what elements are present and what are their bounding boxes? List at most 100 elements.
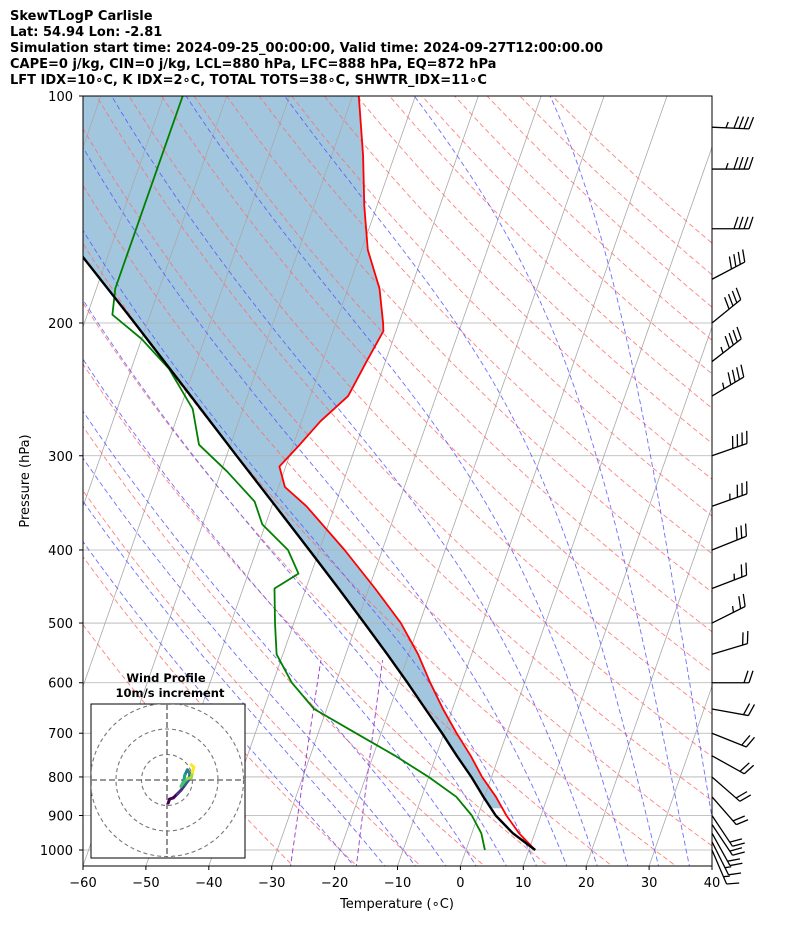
dry-adiabat xyxy=(519,96,712,276)
dry-adiabat xyxy=(356,96,712,444)
moist-adiabat xyxy=(83,410,447,866)
x-tick-label: −10 xyxy=(384,876,411,891)
dry-adiabat xyxy=(454,96,712,341)
cape-shading xyxy=(83,96,503,809)
moist-adiabat xyxy=(111,96,598,866)
wind-barb xyxy=(711,849,740,885)
dry-adiabat xyxy=(83,184,712,847)
x-tick-label: −40 xyxy=(195,876,222,891)
x-tick-label: 30 xyxy=(641,876,658,891)
moist-adiabat xyxy=(83,298,507,866)
dry-adiabat xyxy=(291,96,712,517)
hodograph-subtitle: 10m/s increment xyxy=(116,686,225,700)
hodograph-segment xyxy=(189,763,196,769)
wind-barb xyxy=(711,481,748,507)
dry-adiabat xyxy=(323,96,712,480)
y-tick-label: 200 xyxy=(48,317,73,332)
wind-barb xyxy=(711,703,756,717)
dry-adiabat xyxy=(551,96,712,244)
dry-adiabat xyxy=(83,127,712,802)
time-label: Simulation start time: 2024-09-25_00:00:… xyxy=(10,41,603,56)
wind-barb xyxy=(712,216,754,230)
wind-barb xyxy=(711,815,745,847)
wind-barb xyxy=(711,562,748,590)
moist-adiabat xyxy=(83,358,477,866)
dry-adiabat xyxy=(83,425,486,866)
y-tick-label: 300 xyxy=(48,450,73,465)
y-tick-label: 1000 xyxy=(40,844,73,859)
x-tick-label: −50 xyxy=(132,876,159,891)
wind-barb xyxy=(711,755,755,775)
dry-adiabat xyxy=(96,96,712,758)
wind-barb xyxy=(711,732,756,748)
moist-adiabat xyxy=(549,96,712,821)
dry-adiabat xyxy=(193,96,712,633)
isotherm-line xyxy=(648,685,712,866)
x-tick-label: 10 xyxy=(515,876,532,891)
isotherm-line xyxy=(208,96,479,866)
x-tick-label: −60 xyxy=(69,876,96,891)
y-tick-label: 800 xyxy=(48,771,73,786)
wind-barb xyxy=(711,430,748,457)
wind-barb xyxy=(711,287,742,324)
x-tick-label: −30 xyxy=(258,876,285,891)
y-axis-label: Pressure (hPa) xyxy=(18,434,33,527)
isotherm-line xyxy=(522,325,712,866)
isotherm-line xyxy=(83,96,228,508)
wind-barb xyxy=(711,630,749,655)
wind-barb xyxy=(711,326,742,363)
wind-barb xyxy=(711,776,752,802)
x-tick-label: 0 xyxy=(456,876,464,891)
x-tick-label: 20 xyxy=(578,876,595,891)
isotherm-line xyxy=(271,96,542,866)
moist-adiabat xyxy=(83,457,416,866)
wind-barb xyxy=(712,156,754,170)
y-tick-label: 700 xyxy=(48,727,73,742)
isotherm-line xyxy=(83,96,290,688)
isotherm-line xyxy=(711,864,712,866)
y-tick-label: 400 xyxy=(48,544,73,559)
dry-adiabat xyxy=(83,302,613,866)
isotherm-line xyxy=(83,96,165,329)
hodograph-frame xyxy=(90,703,246,859)
chart-title: SkewTLogP Carlisle xyxy=(10,9,153,24)
dry-adiabat xyxy=(421,96,712,375)
x-tick-label: 40 xyxy=(704,876,721,891)
moist-adiabat xyxy=(284,96,659,866)
wind-barb xyxy=(711,249,746,280)
wind-barb xyxy=(711,832,743,867)
wind-barb xyxy=(711,523,748,551)
wind-barb xyxy=(711,364,745,397)
wind-barb xyxy=(711,796,749,826)
wind-barb xyxy=(712,670,754,684)
mixing-ratio-line xyxy=(290,660,322,866)
location-label: Lat: 54.94 Lon: -2.81 xyxy=(10,25,163,40)
isotherm-line xyxy=(334,96,605,866)
y-tick-label: 600 xyxy=(48,677,73,692)
x-axis-label: Temperature (∘C) xyxy=(339,897,454,912)
temperature-profile xyxy=(278,96,536,851)
isotherm-line xyxy=(460,145,712,866)
wind-barb xyxy=(711,593,746,624)
dry-adiabat xyxy=(83,555,358,866)
wind-barb xyxy=(711,824,745,856)
moist-adiabat xyxy=(185,96,629,866)
y-tick-label: 500 xyxy=(48,617,73,632)
indices-label-1: CAPE=0 j/kg, CIN=0 j/kg, LCL=880 hPa, LF… xyxy=(10,57,497,72)
y-tick-label: 900 xyxy=(48,810,73,825)
parcel-profile xyxy=(83,255,536,851)
y-tick-label: 100 xyxy=(48,90,73,105)
moist-adiabat xyxy=(83,146,568,866)
hodograph-title: Wind Profile xyxy=(126,671,206,685)
mixing-ratio-line xyxy=(355,660,384,866)
hodograph-ring xyxy=(91,704,245,858)
wind-barb xyxy=(711,116,755,130)
moist-adiabat xyxy=(413,96,690,866)
dry-adiabat xyxy=(389,96,712,409)
dry-adiabat xyxy=(128,96,712,715)
dry-adiabat xyxy=(83,363,550,866)
moist-adiabat xyxy=(83,229,538,866)
isotherm-line xyxy=(585,505,712,866)
